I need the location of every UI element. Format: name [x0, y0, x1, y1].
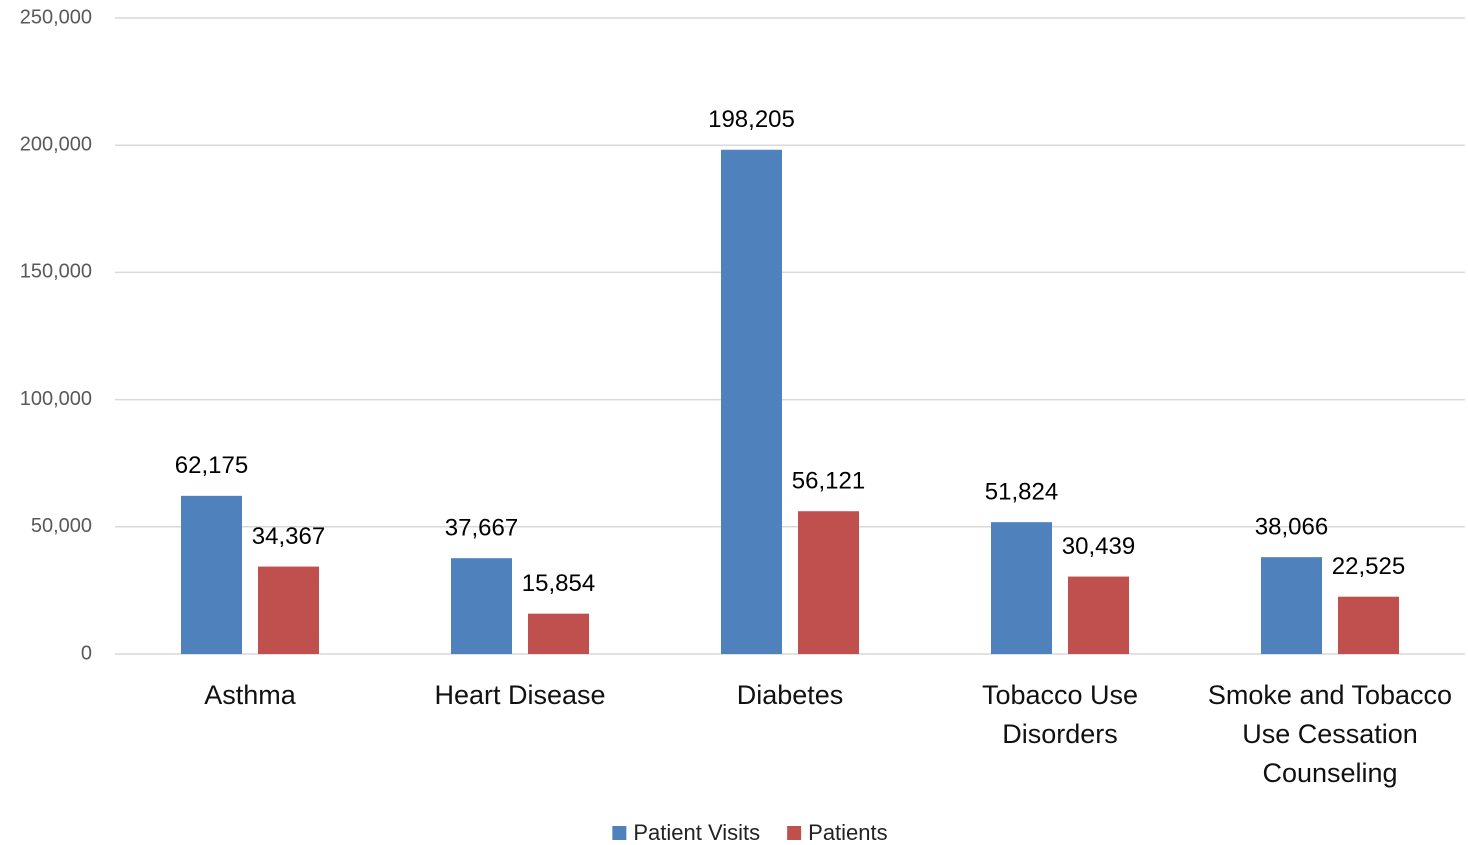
- bar: [721, 149, 782, 654]
- x-tick-label: Tobacco Use Disorders: [981, 680, 1139, 749]
- data-label: 56,121: [792, 468, 865, 495]
- x-tick-label: Heart Disease: [434, 680, 606, 710]
- x-tick-label: Diabetes: [736, 680, 844, 710]
- y-tick-label: 100,000: [20, 388, 92, 410]
- y-tick-label: 50,000: [31, 515, 92, 537]
- bar: [1338, 596, 1399, 654]
- y-tick-label: 0: [81, 642, 92, 664]
- legend-swatch: [612, 826, 627, 840]
- legend-label: Patient Visits: [633, 820, 760, 845]
- data-label: 22,525: [1332, 553, 1405, 580]
- y-tick-label: 200,000: [20, 133, 92, 155]
- data-label: 62,175: [175, 452, 248, 479]
- bar: [1068, 576, 1129, 654]
- data-label: 30,439: [1062, 533, 1135, 560]
- data-label: 37,667: [445, 515, 518, 542]
- data-label: 38,066: [1255, 514, 1328, 541]
- bar: [528, 613, 589, 654]
- y-tick-label: 150,000: [20, 261, 92, 283]
- bar: [181, 495, 242, 654]
- legend-swatch: [787, 826, 802, 840]
- data-label: 15,854: [522, 570, 595, 597]
- data-label: 198,205: [708, 106, 795, 133]
- bar: [991, 522, 1052, 654]
- x-tick-label: Asthma: [204, 680, 296, 710]
- data-label: 51,824: [985, 479, 1058, 506]
- data-label: 34,367: [252, 523, 325, 550]
- y-tick-label: 250,000: [20, 6, 92, 28]
- bar: [451, 558, 512, 654]
- x-tick-label: Smoke and Tobacco Use Cessation Counseli…: [1207, 680, 1453, 788]
- bar: [1261, 557, 1322, 654]
- legend-label: Patients: [808, 820, 888, 845]
- bar: [258, 566, 319, 654]
- bar: [798, 511, 859, 654]
